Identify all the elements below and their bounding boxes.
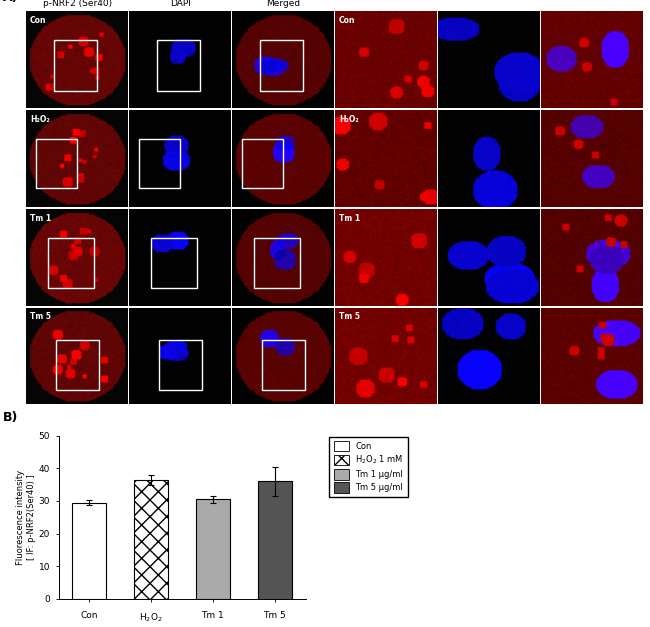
Text: Con: Con (30, 16, 47, 25)
Legend: Con, H$_2$O$_2$ 1 mM, Tm 1 μg/ml, Tm 5 μg/ml: Con, H$_2$O$_2$ 1 mM, Tm 1 μg/ml, Tm 5 μ… (330, 436, 408, 497)
Text: Tm 5: Tm 5 (263, 611, 286, 620)
Bar (134, 480, 168, 599)
Text: Con: Con (81, 611, 98, 620)
Text: Tm 5: Tm 5 (30, 312, 51, 322)
Bar (151, 238, 197, 288)
Bar (157, 40, 200, 91)
Text: Tm 1: Tm 1 (30, 214, 51, 223)
Text: H₂O₂: H₂O₂ (339, 115, 359, 124)
Bar (263, 339, 305, 390)
Text: DAPI: DAPI (170, 0, 191, 8)
Text: Merged: Merged (266, 0, 300, 8)
Bar (72, 503, 107, 599)
Text: p-NRF2 (Ser40): p-NRF2 (Ser40) (43, 0, 112, 8)
Text: Tm 1: Tm 1 (202, 611, 224, 620)
Text: H₂O₂: H₂O₂ (30, 115, 50, 124)
Text: B): B) (3, 411, 19, 424)
Bar (48, 238, 94, 288)
Bar (139, 139, 179, 187)
Bar (57, 339, 99, 390)
Text: A): A) (3, 0, 19, 4)
Bar (159, 339, 202, 390)
Text: Con: Con (339, 16, 356, 25)
Bar (254, 238, 300, 288)
Text: Tm 1: Tm 1 (339, 214, 360, 223)
Bar (257, 482, 292, 599)
Y-axis label: Fluorescence intensity
[ IF: p-NRF2(Ser40) ]: Fluorescence intensity [ IF: p-NRF2(Ser4… (16, 470, 36, 565)
Bar (36, 139, 77, 187)
Bar (260, 40, 303, 91)
Bar (55, 40, 97, 91)
Bar (196, 499, 230, 599)
Text: H$_2$O$_2$: H$_2$O$_2$ (139, 611, 163, 624)
Bar (242, 139, 283, 187)
Text: Tm 5: Tm 5 (339, 312, 360, 322)
